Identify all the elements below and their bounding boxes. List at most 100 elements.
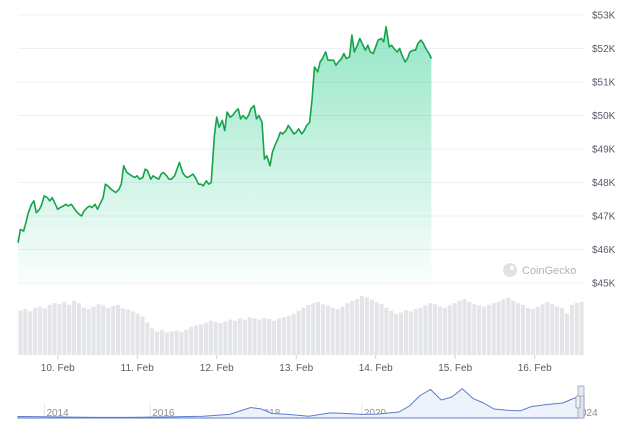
volume-bar bbox=[335, 308, 340, 355]
volume-bar bbox=[233, 320, 238, 355]
volume-bar bbox=[223, 321, 228, 355]
navigator-year-label: 2014 bbox=[46, 408, 69, 419]
volume-bar bbox=[159, 330, 164, 355]
volume-bar bbox=[96, 304, 101, 355]
coingecko-logo-icon bbox=[503, 263, 517, 277]
volume-bar bbox=[33, 307, 38, 355]
navigator-handle[interactable] bbox=[575, 395, 581, 409]
volume-bar bbox=[540, 304, 545, 355]
y-tick-label: $45K bbox=[592, 279, 616, 290]
volume-bar bbox=[579, 301, 584, 355]
volume-bar bbox=[262, 317, 267, 355]
volume-bar bbox=[267, 319, 272, 355]
volume-bar bbox=[169, 331, 174, 355]
y-tick-label: $51K bbox=[592, 78, 616, 89]
volume-bar bbox=[67, 304, 72, 355]
volume-bar bbox=[140, 316, 145, 355]
volume-bar bbox=[418, 307, 423, 355]
volume-bar bbox=[467, 301, 472, 355]
x-axis-labels: 10. Feb 11. Feb 12. Feb 13. Feb 14. Feb 15. F… bbox=[41, 355, 552, 374]
volume-bar bbox=[481, 306, 487, 355]
volume-bar bbox=[277, 318, 282, 355]
volume-bar bbox=[350, 300, 355, 355]
navigator-year-label: 2024 bbox=[575, 408, 598, 419]
x-tick-label: 12. Feb bbox=[200, 363, 234, 374]
volume-bar bbox=[520, 304, 526, 355]
volume-bar bbox=[91, 306, 96, 355]
volume-bar bbox=[228, 319, 233, 355]
y-tick-label: $53K bbox=[592, 11, 616, 22]
volume-bar bbox=[379, 304, 384, 355]
volume-bar bbox=[506, 297, 511, 355]
volume-bar bbox=[301, 307, 306, 355]
volume-bar bbox=[208, 320, 213, 355]
volume-bar bbox=[389, 310, 394, 355]
y-tick-label: $46K bbox=[592, 245, 616, 256]
watermark-text: CoinGecko bbox=[522, 265, 576, 277]
volume-bar bbox=[213, 321, 218, 355]
volume-bar bbox=[408, 311, 413, 355]
navigator-year-label: 2016 bbox=[152, 408, 175, 419]
volume-bar bbox=[330, 307, 335, 355]
volume-bar bbox=[398, 312, 404, 355]
volume-bar bbox=[252, 318, 257, 355]
volume-bar bbox=[291, 313, 296, 355]
range-navigator[interactable]: 201420162018202020222024 bbox=[17, 384, 598, 419]
volume-bar bbox=[447, 305, 452, 355]
volume-bar bbox=[155, 331, 160, 355]
coingecko-logo-eye-icon bbox=[510, 266, 514, 270]
volume-bar bbox=[433, 304, 438, 355]
volume-bar bbox=[306, 304, 311, 355]
volume-bar bbox=[374, 301, 379, 355]
volume-bar bbox=[281, 317, 286, 355]
x-tick-label: 11. Feb bbox=[121, 363, 155, 374]
volume-bar bbox=[369, 299, 374, 355]
volume-bar bbox=[174, 330, 179, 355]
volume-bar bbox=[394, 313, 399, 355]
volume-bar bbox=[442, 307, 447, 355]
volume-bar bbox=[247, 317, 252, 355]
volume-bar bbox=[52, 303, 57, 355]
volume-bar bbox=[320, 304, 325, 355]
volume-bar bbox=[545, 301, 550, 355]
volume-bar bbox=[81, 307, 86, 355]
volume-bar bbox=[272, 320, 277, 355]
volume-bar bbox=[28, 311, 33, 355]
volume-bar bbox=[496, 301, 501, 355]
volume-bar bbox=[18, 310, 23, 355]
volume-bar bbox=[111, 306, 116, 355]
volume-bar bbox=[525, 307, 530, 355]
volume-bar bbox=[47, 304, 52, 355]
volume-bar bbox=[179, 331, 184, 355]
volume-bar bbox=[164, 332, 169, 355]
volume-bar bbox=[511, 300, 516, 355]
y-axis-labels: $45K $46K $47K $48K $49K $50K $51K $52K $53K bbox=[592, 11, 616, 290]
volume-bar bbox=[286, 316, 291, 355]
volume-bar bbox=[325, 305, 330, 355]
volume-bar bbox=[130, 311, 135, 355]
volume-bar bbox=[72, 300, 77, 355]
volume-bar bbox=[438, 306, 443, 355]
volume-bar bbox=[145, 322, 150, 355]
x-tick-label: 16. Feb bbox=[518, 363, 552, 374]
volume-bar bbox=[184, 329, 189, 355]
volume-bars bbox=[18, 296, 584, 355]
volume-bar bbox=[569, 304, 574, 355]
x-tick-label: 13. Feb bbox=[279, 363, 313, 374]
volume-bar bbox=[530, 308, 535, 355]
volume-bar bbox=[413, 308, 418, 355]
volume-bar bbox=[472, 304, 477, 355]
volume-bar bbox=[359, 296, 365, 355]
volume-bar bbox=[516, 303, 521, 355]
volume-bar bbox=[403, 310, 408, 355]
volume-bar bbox=[194, 325, 199, 355]
volume-bar bbox=[452, 303, 457, 355]
volume-bar bbox=[311, 303, 316, 355]
volume-bar bbox=[37, 306, 42, 355]
volume-bar bbox=[57, 304, 62, 355]
volume-bar bbox=[296, 310, 301, 355]
navigator-line bbox=[17, 387, 585, 419]
price-area bbox=[18, 26, 432, 283]
volume-bar bbox=[428, 303, 433, 355]
